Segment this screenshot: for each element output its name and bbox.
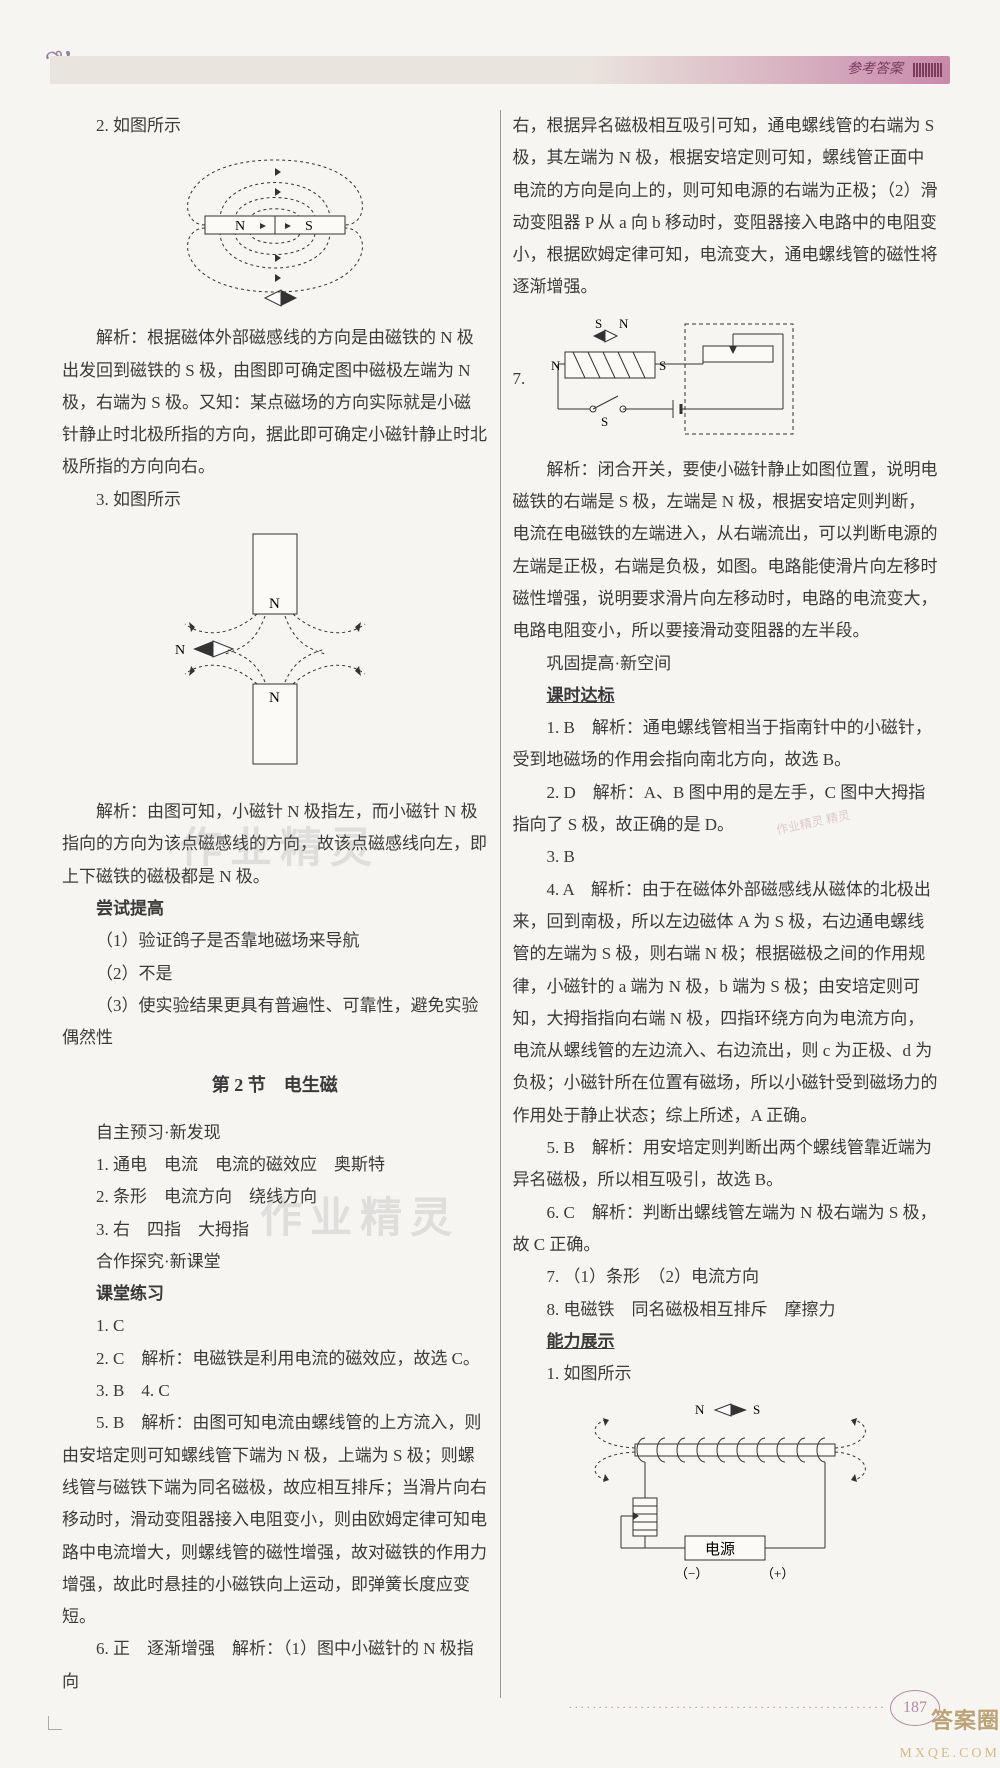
svg-text:A: A — [270, 308, 279, 310]
page-section-label: 参考答案 — [847, 57, 903, 84]
q8: 8. 电磁铁 同名磁极相互排斥 摩擦力 — [513, 1294, 939, 1326]
show-1: 1. 如图所示 — [513, 1358, 939, 1390]
try-2: （2）不是 — [62, 958, 488, 990]
q6: 6. C 解析：判断出螺线管左端为 N 极右端为 S 极，故 C 正确。 — [513, 1197, 939, 1262]
q1: 1. B 解析：通电螺线管相当于指南针中的小磁针，受到地磁场的作用会指向南北方向… — [513, 712, 939, 777]
svg-text:S: S — [659, 358, 666, 373]
svg-text:N: N — [175, 643, 185, 658]
q5: 5. B 解析：用安培定则判断出两个螺线管靠近端为异名磁极，所以相互吸引，故选 … — [513, 1132, 939, 1197]
p1-explanation: 解析：根据磁体外部磁感线的方向是由磁铁的 N 极出发回到磁铁的 S 极，由图即可… — [62, 322, 488, 483]
watermark-seal: 作业精灵 精灵 — [742, 808, 852, 845]
page-num-dots: ········································… — [568, 1696, 886, 1719]
svg-text:N: N — [695, 1402, 705, 1417]
svg-text:（+）: （+） — [761, 1566, 794, 1581]
heading-try: 尝试提高 — [62, 893, 488, 925]
q3: 3. B — [513, 841, 939, 873]
heading-preview: 自主预习·新发现 — [62, 1117, 488, 1149]
figure-circuit-solenoid: S N N S — [533, 314, 803, 444]
figure-bar-magnet-field: N S A — [62, 150, 488, 310]
q6-continued: 右，根据异名磁极相互吸引可知，通电螺线管的右端为 S 极，其左端为 N 极，根据… — [513, 110, 939, 304]
preview-3: 3. 右 四指 大拇指 — [62, 1214, 488, 1246]
fig7-label: 7. — [513, 363, 526, 395]
preview-1: 1. 通电 电流 电流的磁效应 奥斯特 — [62, 1149, 488, 1181]
practice-5: 5. B 解析：由图可知电流由螺线管的上方流入，则由安培定则可知螺线管下端为 N… — [62, 1407, 488, 1633]
svg-text:N: N — [269, 596, 280, 612]
heading-consolidate: 巩固提高·新空间 — [513, 648, 939, 680]
svg-text:S: S — [595, 316, 602, 331]
q7: 7. （1）条形 （2）电流方向 — [513, 1261, 939, 1293]
heading-ability: 能力展示 — [513, 1326, 939, 1358]
fig2-caption: 3. 如图所示 — [62, 484, 488, 516]
q2-wrap: 2. D 解析：A、B 图中用的是左手，C 图中大拇指指向了 S 极，故正确的是… — [513, 777, 939, 842]
svg-text:N: N — [619, 316, 629, 331]
page-number-block: ········································… — [568, 1690, 940, 1726]
svg-text:N: N — [269, 690, 280, 706]
heading-kstd: 课时达标 — [513, 680, 939, 712]
figure-solenoid-field-circuit: N S — [513, 1398, 939, 1588]
left-column: 2. 如图所示 — [50, 110, 501, 1698]
svg-text:N: N — [551, 358, 561, 373]
corner-mark — [48, 1716, 62, 1730]
svg-text:S: S — [601, 414, 608, 429]
footer-brand: 答案圈 MXQE.COM — [899, 1700, 1000, 1768]
try-1: （1）验证鸽子是否靠地磁场来导航 — [62, 925, 488, 957]
two-column-layout: 2. 如图所示 — [50, 110, 950, 1698]
svg-text:电源: 电源 — [705, 1541, 735, 1558]
q4: 4. A 解析：由于在磁体外部磁感线从磁体的北极出来，回到南极，所以左边磁体 A… — [513, 874, 939, 1132]
figure-facing-magnets: N N N — [62, 524, 488, 784]
barcode-icon — [913, 63, 942, 77]
svg-text:S: S — [753, 1402, 760, 1417]
p7-explanation: 解析：闭合开关，要使小磁针静止如图位置，说明电磁铁的右端是 S 极，左端是 N … — [513, 454, 939, 648]
brand-cn: 答案圈 — [899, 1700, 1000, 1742]
practice-1: 1. C — [62, 1310, 488, 1342]
p2-explanation: 解析：由图可知，小磁针 N 极指左，而小磁针 N 极指向的方向为该点磁感线的方向… — [62, 796, 488, 893]
svg-text:（−）: （−） — [675, 1566, 708, 1581]
brand-en: MXQE.COM — [899, 1741, 1000, 1768]
heading-practice: 课堂练习 — [62, 1278, 488, 1310]
practice-3-4: 3. B 4. C — [62, 1375, 488, 1407]
practice-6: 6. 正 逐渐增强 解析：（1）图中小磁针的 N 极指向 — [62, 1633, 488, 1698]
top-header-bar: 参考答案 — [50, 56, 950, 84]
svg-text:S: S — [305, 219, 313, 234]
svg-text:N: N — [235, 219, 245, 234]
fig1-caption: 2. 如图所示 — [62, 110, 488, 142]
q2: 2. D 解析：A、B 图中用的是左手，C 图中大拇指指向了 S 极，故正确的是… — [513, 783, 926, 834]
heading-coop: 合作探究·新课堂 — [62, 1246, 488, 1278]
try-3: （3）使实验结果更具有普遍性、可靠性，避免实验偶然性 — [62, 990, 488, 1055]
section-2-title: 第 2 节 电生磁 — [62, 1068, 488, 1102]
right-column: 右，根据异名磁极相互吸引可知，通电螺线管的右端为 S 极，其左端为 N 极，根据… — [501, 110, 951, 1698]
practice-2: 2. C 解析：电磁铁是利用电流的磁效应，故选 C。 — [62, 1343, 488, 1375]
preview-2: 2. 条形 电流方向 绕线方向 — [62, 1181, 488, 1213]
